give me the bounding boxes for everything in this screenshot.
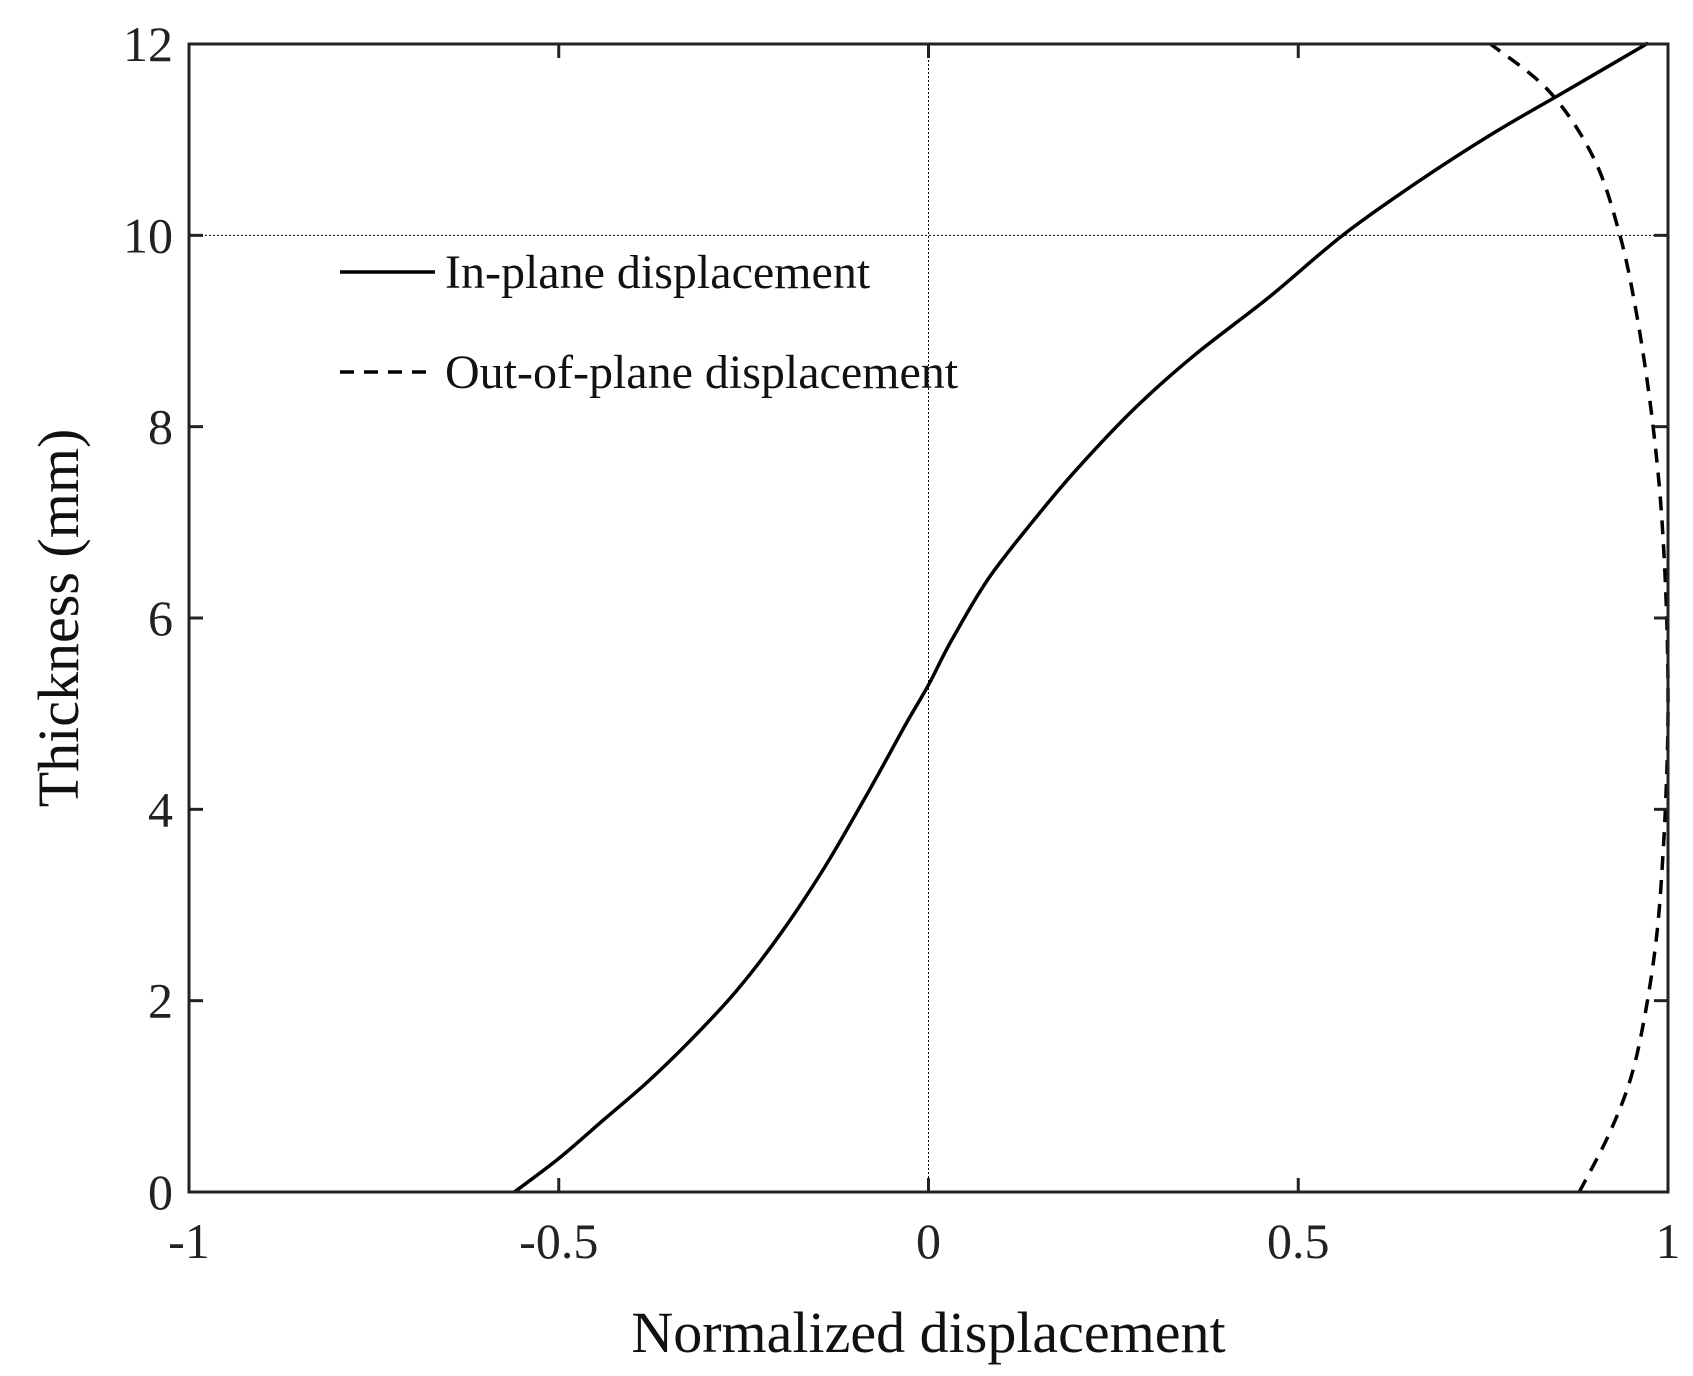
x-tick-label: -0.5 xyxy=(519,1213,598,1269)
series-line-in-plane xyxy=(513,41,1649,1194)
y-tick-label: 0 xyxy=(148,1164,173,1220)
y-axis-title: Thickness (mm) xyxy=(26,429,91,808)
y-tick-label: 2 xyxy=(148,973,173,1029)
x-tick-label: -1 xyxy=(168,1213,210,1269)
y-tick-label: 4 xyxy=(148,781,173,837)
x-tick-label: 1 xyxy=(1656,1213,1681,1269)
y-tick-label: 8 xyxy=(148,399,173,455)
legend-label: In-plane displacement xyxy=(445,246,871,299)
x-tick-label: 0.5 xyxy=(1267,1213,1330,1269)
legend: In-plane displacement Out-of-plane displa… xyxy=(340,246,959,399)
x-axis-title: Normalized displacement xyxy=(631,1300,1225,1365)
x-tick-label: 0 xyxy=(916,1213,941,1269)
y-tick-label: 12 xyxy=(123,16,173,72)
reference-lines xyxy=(189,44,1668,1192)
y-tick-label: 10 xyxy=(123,207,173,263)
y-tick-label: 6 xyxy=(148,590,173,646)
legend-label: Out-of-plane displacement xyxy=(445,346,959,399)
